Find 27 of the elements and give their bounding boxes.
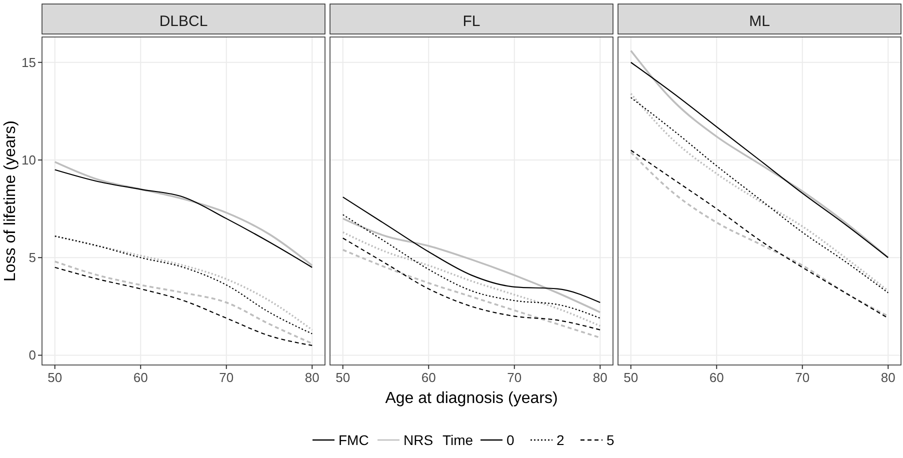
chart-title: ML (749, 13, 770, 30)
legend-label: 2 (556, 432, 564, 448)
x-tick-label: 50 (336, 370, 350, 385)
x-tick-label: 60 (709, 370, 724, 385)
x-tick-label: 70 (507, 370, 522, 385)
x-tick-label: 80 (880, 370, 896, 385)
y-tick-label: 5 (28, 250, 36, 266)
x-tick-label: 60 (421, 370, 436, 385)
x-tick-label: 70 (795, 370, 810, 385)
legend-label: 0 (506, 432, 514, 448)
y-tick-label: 15 (22, 54, 36, 70)
y-tick-label: 0 (28, 348, 36, 363)
x-tick-label: 50 (48, 370, 62, 385)
x-tick-label: 50 (624, 370, 638, 385)
y-tick-label: 10 (22, 152, 36, 168)
y-axis-title: Loss of lifetime (years) (2, 120, 19, 282)
legend-title: Time (442, 432, 474, 448)
x-tick-label: 60 (133, 370, 148, 385)
chart-title: DLBCL (159, 13, 208, 30)
x-tick-label: 80 (592, 370, 608, 385)
x-axis-title: Age at diagnosis (years) (385, 390, 558, 407)
x-tick-label: 70 (219, 370, 234, 385)
chart-title: FL (462, 13, 480, 30)
legend-label: FMC (338, 432, 369, 448)
legend-label: 5 (606, 432, 614, 448)
legend-label: NRS (404, 432, 434, 448)
x-tick-label: 80 (304, 370, 320, 385)
